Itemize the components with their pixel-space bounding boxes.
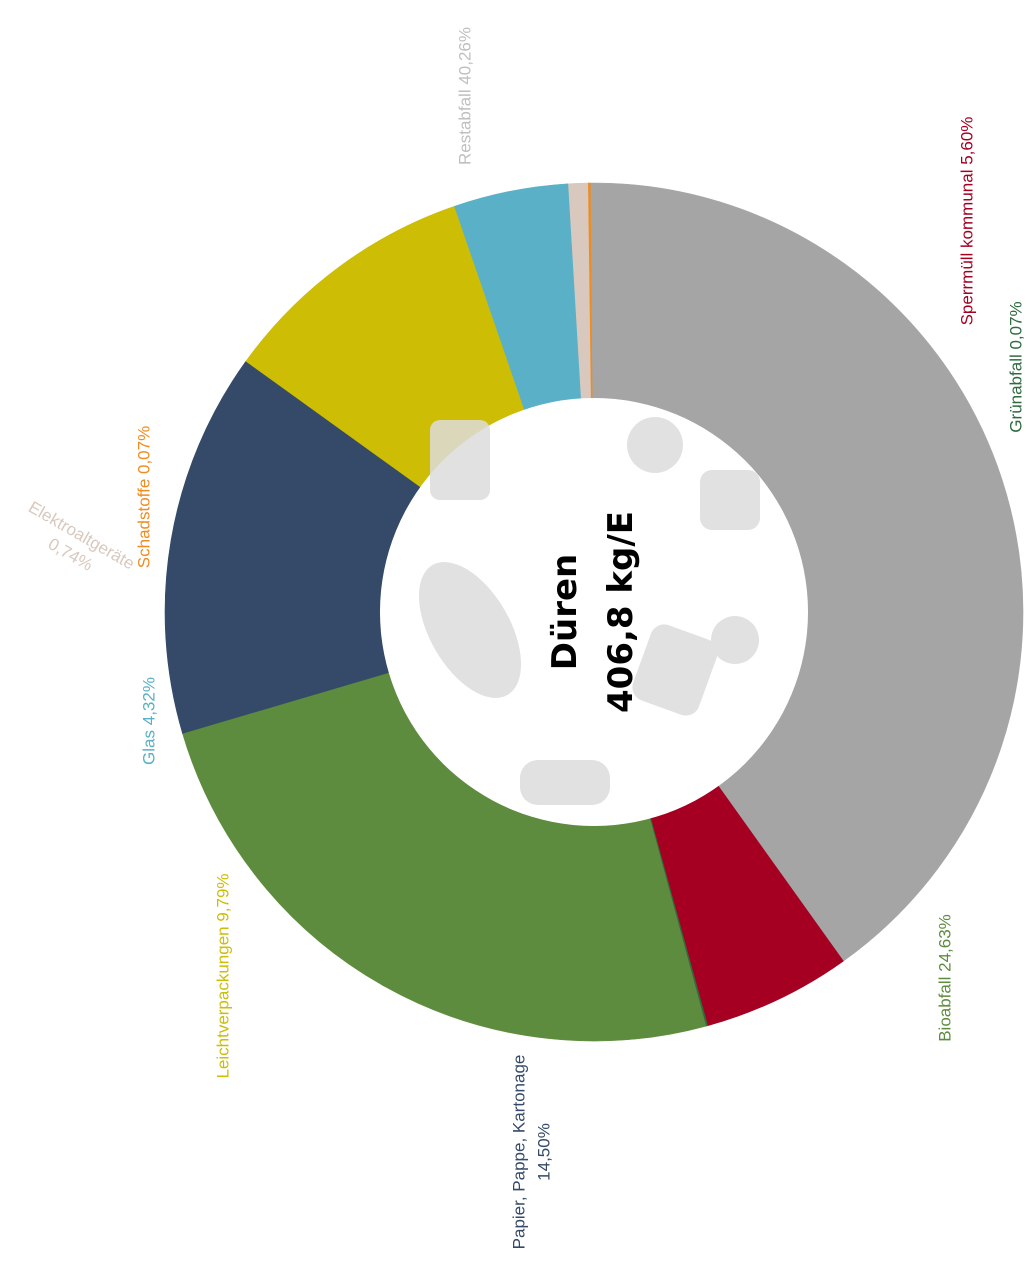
label-gruenabfall-text: Grünabfall 0,07%: [1006, 301, 1025, 432]
label-restabfall-text: Restabfall 40,26%: [455, 27, 474, 165]
label-gruenabfall: Grünabfall 0,07%: [1006, 301, 1025, 432]
label-schadstoffe: Schadstoffe 0,07%: [134, 426, 153, 568]
label-lvp: Leichtverpackungen 9,79%: [213, 873, 232, 1078]
label-lvp-text: Leichtverpackungen 9,79%: [213, 873, 232, 1078]
donut-slices: [164, 182, 1024, 1042]
center-title: Düren: [545, 554, 585, 670]
label-glas: Glas 4,32%: [139, 677, 158, 765]
label-schadstoffe-text: Schadstoffe 0,07%: [134, 426, 153, 568]
center-label: Düren 406,8 kg/E: [545, 511, 641, 713]
label-sperrmuell-text: Sperrmüll kommunal 5,60%: [957, 117, 976, 326]
center-value: 406,8 kg/E: [601, 511, 641, 713]
label-bioabfall: Bioabfall 24,63%: [935, 914, 954, 1042]
label-ppk: Papier, Pappe, Kartonage 14,50%: [509, 1055, 553, 1250]
label-glas-text: Glas 4,32%: [139, 677, 158, 765]
label-sperrmuell: Sperrmüll kommunal 5,60%: [957, 117, 976, 326]
label-ppk-text: Papier, Pappe, Kartonage: [509, 1055, 528, 1250]
label-elektro: Elektroaltgeräte 0,74%: [25, 497, 138, 574]
hole-watermark-icon: [418, 417, 760, 805]
label-bioabfall-text: Bioabfall 24,63%: [935, 914, 954, 1042]
slice-schadstoffe: [588, 182, 593, 399]
slice-restabfall: [589, 182, 1024, 962]
label-ppk-value: 14,50%: [534, 1123, 553, 1181]
label-restabfall: Restabfall 40,26%: [455, 27, 474, 165]
